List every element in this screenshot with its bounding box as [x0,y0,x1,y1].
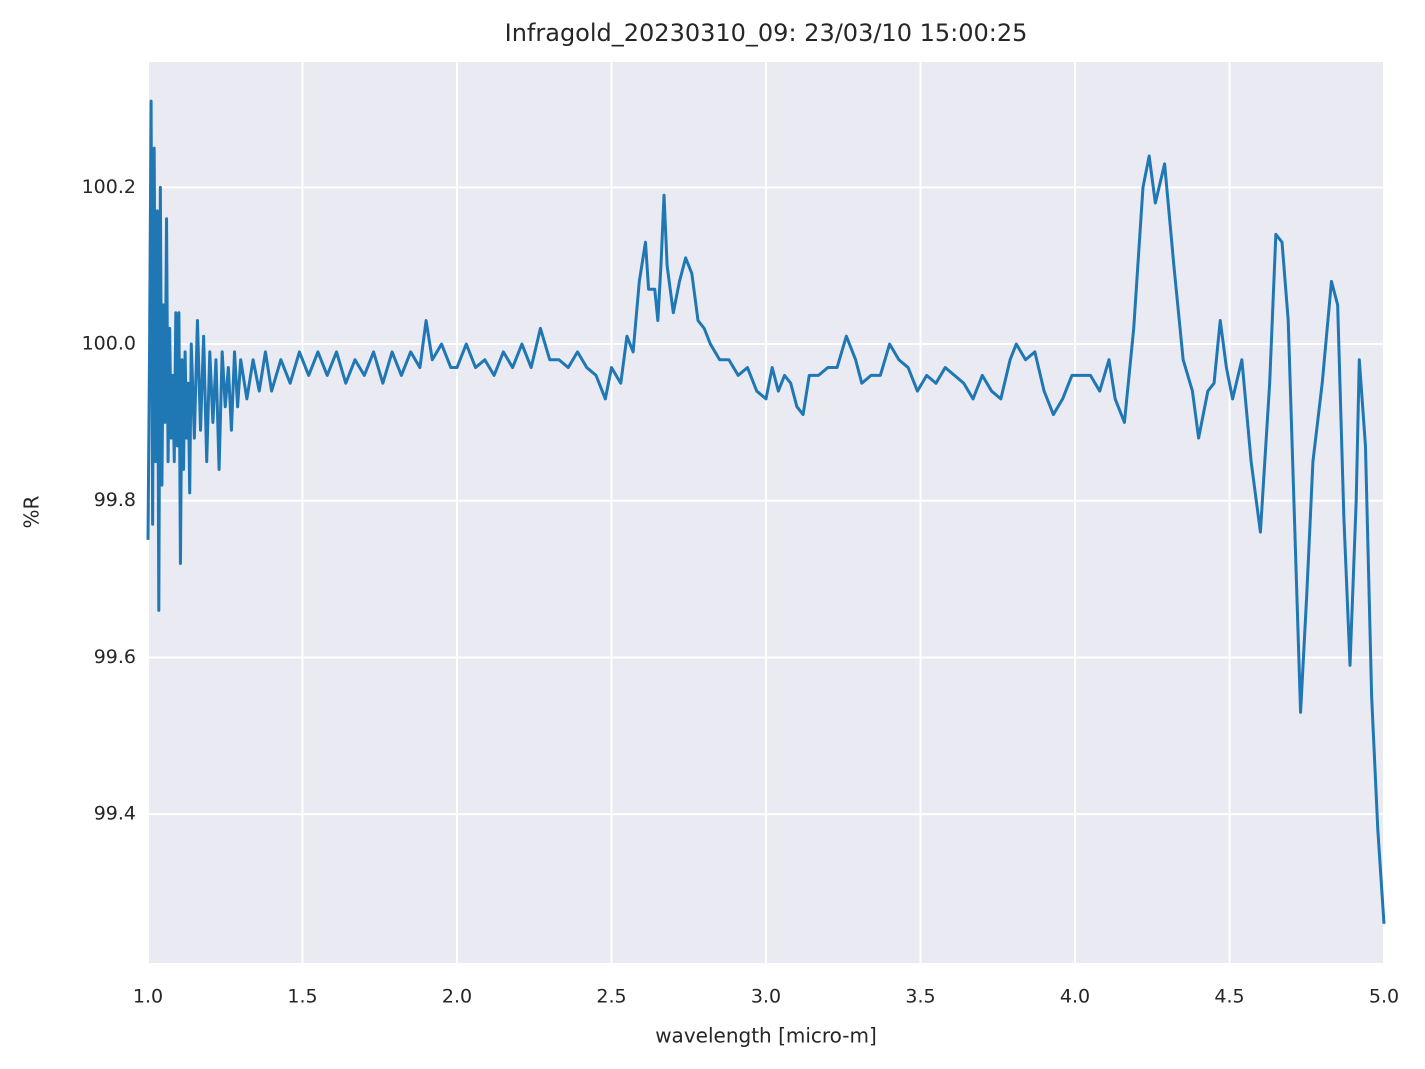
x-tick-label: 1.0 [133,986,163,1008]
marks [146,99,1386,924]
x-tick-label: 4.5 [1214,986,1244,1008]
x-tick-label: 5.0 [1369,986,1399,1008]
x-tick-label: 3.5 [905,986,935,1008]
x-tick-label: 2.5 [596,986,626,1008]
chart-title: Infragold_20230310_09: 23/03/10 15:00:25 [505,19,1028,47]
x-axis-label: wavelength [micro-m] [655,1024,877,1048]
grid [147,62,1385,963]
y-axis-label: %R [20,495,44,528]
y-tick-label: 100.2 [82,176,136,198]
x-tick-label: 1.5 [287,986,317,1008]
y-tick-label: 99.8 [94,489,136,511]
y-tick-label: 99.6 [94,646,136,668]
x-tick-label: 4.0 [1060,986,1090,1008]
y-tick-label: 100.0 [82,333,136,355]
data-line [146,99,1386,924]
x-tick-label: 2.0 [442,986,472,1008]
y-tick-label: 99.4 [94,803,136,825]
x-tick-label: 3.0 [751,986,781,1008]
